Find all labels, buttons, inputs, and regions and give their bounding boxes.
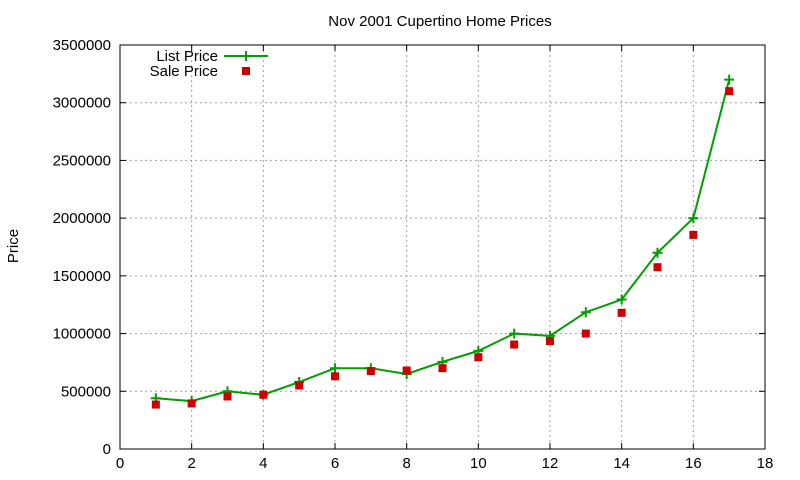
x-tick-label: 18 — [757, 455, 774, 472]
data-point-sale-price — [259, 390, 268, 399]
data-point-sale-price — [725, 87, 734, 96]
y-axis-label: Price — [5, 229, 22, 263]
data-point-sale-price — [546, 337, 554, 346]
data-point-sale-price — [653, 263, 662, 272]
y-tick-label: 1500000 — [53, 268, 111, 285]
y-tick-label: 1000000 — [53, 326, 111, 343]
x-tick-label: 0 — [116, 455, 124, 472]
data-point-sale-price — [617, 308, 626, 317]
x-tick-label: 10 — [470, 455, 487, 472]
data-point-sale-price — [438, 364, 447, 373]
data-point-sale-price — [223, 392, 232, 401]
data-point-sale-price — [402, 366, 411, 375]
series-line-list-price — [155, 79, 731, 403]
data-point-sale-price — [510, 340, 519, 349]
x-tick-label: 12 — [542, 455, 559, 472]
y-tick-label: 2000000 — [53, 210, 111, 227]
x-tick-label: 4 — [259, 455, 267, 472]
data-point-list-price — [616, 294, 627, 305]
legend: List Price Sale Price — [150, 48, 268, 80]
data-point-sale-price — [366, 367, 375, 376]
data-point-sale-price — [331, 372, 339, 381]
y-tick-label: 3000000 — [53, 95, 111, 112]
y-axis: 0 500000 1000000 1500000 2000000 2500000 30000… — [53, 37, 765, 458]
data-point-list-price — [688, 213, 699, 224]
legend-marker-sale-price — [242, 67, 250, 75]
data-point-sale-price — [689, 230, 698, 239]
legend-label-sale-price: Sale Price — [150, 63, 218, 80]
y-tick-label: 0 — [103, 441, 111, 458]
data-point-list-price — [580, 307, 591, 318]
x-tick-label: 16 — [685, 455, 702, 472]
y-tick-label: 2500000 — [53, 152, 111, 169]
data-point-list-price — [652, 247, 663, 258]
grid — [120, 45, 765, 449]
data-point-list-price — [724, 74, 735, 85]
legend-label-list-price: List Price — [156, 48, 218, 65]
plot-frame — [119, 44, 766, 450]
data-point-sale-price — [474, 353, 483, 362]
data-point-sale-price — [295, 381, 304, 390]
x-tick-label: 14 — [613, 455, 630, 472]
data-point-sale-price — [151, 400, 160, 409]
x-tick-label: 8 — [402, 455, 410, 472]
data-point-list-price — [330, 363, 340, 374]
y-tick-label: 3500000 — [53, 37, 111, 54]
y-tick-label: 500000 — [61, 383, 111, 400]
series-layer — [150, 74, 735, 409]
data-point-list-price — [509, 328, 520, 339]
data-point-sale-price — [187, 399, 196, 408]
data-point-sale-price — [581, 329, 590, 338]
x-tick-label: 6 — [331, 455, 339, 472]
legend-marker-list-price — [241, 51, 251, 61]
x-axis: 0 2 4 6 8 10 12 14 16 18 — [116, 45, 774, 472]
chart-title: Nov 2001 Cupertino Home Prices — [328, 13, 551, 30]
x-tick-label: 2 — [187, 455, 195, 472]
